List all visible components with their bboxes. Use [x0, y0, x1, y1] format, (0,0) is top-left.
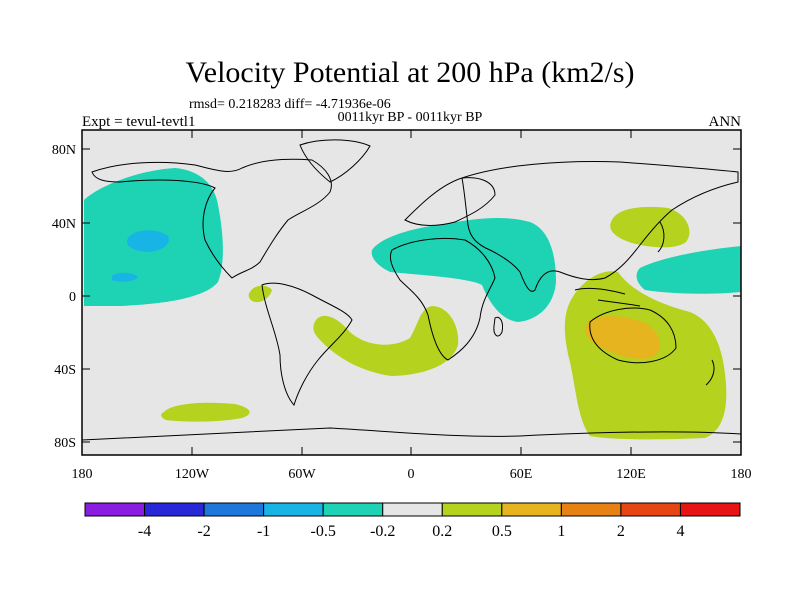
coast-greenland — [299, 139, 371, 183]
coast-north-america — [91, 158, 332, 279]
coast-australia — [589, 307, 677, 364]
lat-label-40s: 40S — [54, 363, 76, 378]
coast-south-america — [261, 282, 353, 406]
coast-europe — [404, 177, 496, 226]
lat-label-40n: 40N — [52, 217, 76, 232]
stats-label: rmsd= 0.218283 diff= -4.71936e-06 — [189, 97, 391, 112]
pos-region-south-pacific — [161, 402, 250, 422]
colorbar-swatch — [84, 502, 146, 517]
coast-asia — [461, 161, 739, 292]
lon-label-60w: 60W — [288, 467, 316, 482]
subtitle-label: 0011kyr BP - 0011kyr BP — [338, 110, 483, 125]
colorbar-swatch — [263, 502, 324, 517]
colorbar-label: 1 — [557, 523, 565, 540]
lon-label-120w: 120W — [175, 467, 210, 482]
season-label: ANN — [709, 114, 742, 130]
colorbar-label: 0.2 — [432, 523, 452, 540]
colorbar-swatch — [322, 502, 384, 517]
coast-madagascar — [493, 316, 503, 337]
colorbar-label: -1 — [257, 523, 270, 540]
pos-region-south-america-atlantic — [313, 306, 459, 376]
lat-label-0: 0 — [69, 290, 76, 305]
neg-core-pacific-a — [126, 230, 169, 252]
colorbar-swatch — [679, 502, 741, 517]
contour-fields — [84, 168, 741, 440]
colorbar-label: 4 — [676, 523, 684, 540]
coast-new-zealand — [705, 359, 715, 386]
experiment-label: Expt = tevul-tevtl1 — [82, 114, 195, 130]
colorbar-swatch — [203, 502, 265, 517]
neg-region-africa-asia — [371, 217, 556, 322]
coastlines — [82, 139, 741, 441]
colorbar-label: -0.5 — [311, 523, 336, 540]
colorbar-swatch — [501, 502, 562, 517]
colorbar-label: -0.2 — [370, 523, 395, 540]
colorbar-swatch — [560, 502, 622, 517]
colorbar-swatch — [382, 502, 443, 517]
lon-label-180e: 180 — [731, 467, 752, 482]
colorbar: -4 -2 -1 -0.5 -0.2 0.2 0.5 1 2 4 — [84, 502, 741, 540]
neg-core-pacific-b — [112, 272, 138, 282]
pos-region-central-america — [248, 285, 272, 303]
coast-indonesia — [574, 287, 641, 307]
lon-label-0: 0 — [408, 467, 415, 482]
colorbar-swatch — [441, 502, 503, 517]
coast-japan — [657, 221, 665, 253]
lon-label-120e: 120E — [616, 467, 646, 482]
tick-marks — [82, 130, 741, 455]
map-panel: 80N 40N 0 40S 80S 180 120W 60W 0 60E 120… — [52, 129, 752, 482]
lon-label-180w: 180 — [72, 467, 93, 482]
lat-label-80s: 80S — [54, 436, 76, 451]
colorbar-label: -4 — [138, 523, 151, 540]
plot-title: Velocity Potential at 200 hPa (km2/s) — [185, 56, 634, 89]
colorbar-swatch — [144, 502, 205, 517]
coast-antarctica — [82, 427, 741, 441]
coast-africa — [389, 237, 496, 361]
colorbar-label: 0.5 — [492, 523, 512, 540]
colorbar-label: -2 — [197, 523, 210, 540]
colorbar-swatch — [620, 502, 681, 517]
colorbar-label: 2 — [617, 523, 625, 540]
pos-core-australia — [585, 316, 661, 359]
neg-region-west-pacific — [636, 246, 741, 294]
lat-label-80n: 80N — [52, 143, 76, 158]
lon-label-60e: 60E — [510, 467, 533, 482]
pos-region-east-asia — [610, 206, 690, 248]
